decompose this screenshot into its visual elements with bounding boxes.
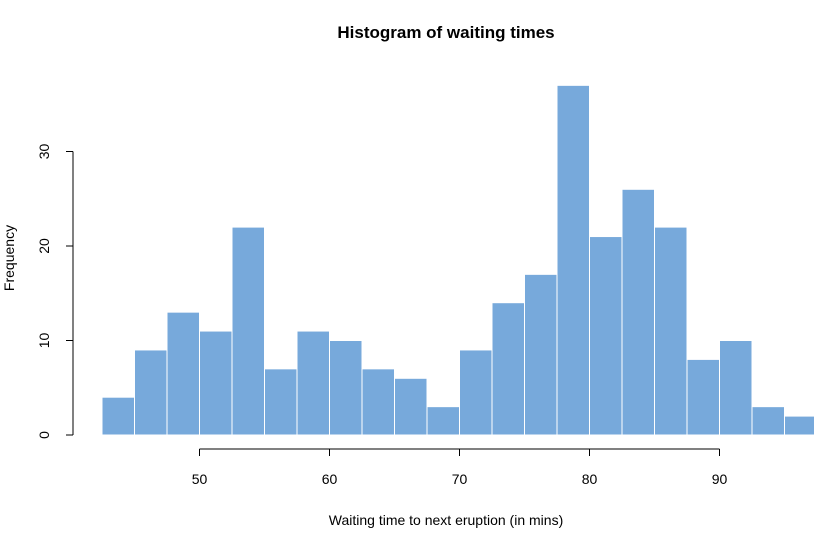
x-tick-label-80: 80 xyxy=(582,471,598,487)
histogram-bar-10 xyxy=(426,406,460,436)
x-tick-label-50: 50 xyxy=(192,471,208,487)
x-tick-label-70: 70 xyxy=(452,471,468,487)
histogram-bar-17 xyxy=(654,226,688,436)
y-axis: 0 10 20 30 xyxy=(36,144,74,439)
histogram-bar-3 xyxy=(199,330,233,436)
histogram-bar-12 xyxy=(491,302,525,436)
histogram-bar-7 xyxy=(329,340,363,436)
histogram-bar-1 xyxy=(134,349,168,436)
histogram-bar-19 xyxy=(719,340,753,436)
x-axis-label: Waiting time to next eruption (in mins) xyxy=(329,512,563,528)
x-tick-label-90: 90 xyxy=(712,471,728,487)
y-tick-label-10: 10 xyxy=(36,333,52,349)
histogram-bar-21 xyxy=(784,415,814,436)
histogram-bar-5 xyxy=(264,368,298,436)
histogram-bar-8 xyxy=(361,368,395,436)
histogram-bar-14 xyxy=(556,84,590,436)
histogram-bar-0 xyxy=(101,396,135,436)
histogram-bar-15 xyxy=(589,236,623,436)
x-tick-label-60: 60 xyxy=(322,471,338,487)
y-tick-label-0: 0 xyxy=(36,431,52,439)
y-tick-label-30: 30 xyxy=(36,144,52,160)
histogram-bar-2 xyxy=(166,311,200,436)
histogram-bar-20 xyxy=(751,406,785,436)
histogram-bar-11 xyxy=(459,349,493,436)
chart-title: Histogram of waiting times xyxy=(337,23,554,42)
histogram-bar-18 xyxy=(686,358,720,436)
y-tick-label-20: 20 xyxy=(36,238,52,254)
histogram-bar-13 xyxy=(524,273,558,436)
histogram-bar-4 xyxy=(231,226,265,436)
x-axis: 50 60 70 80 90 xyxy=(192,448,728,487)
bars-group xyxy=(101,84,814,436)
histogram-bar-9 xyxy=(394,377,428,436)
y-axis-label: Frequency xyxy=(1,225,17,291)
histogram-bar-16 xyxy=(621,188,655,436)
histogram-bar-6 xyxy=(296,330,330,436)
